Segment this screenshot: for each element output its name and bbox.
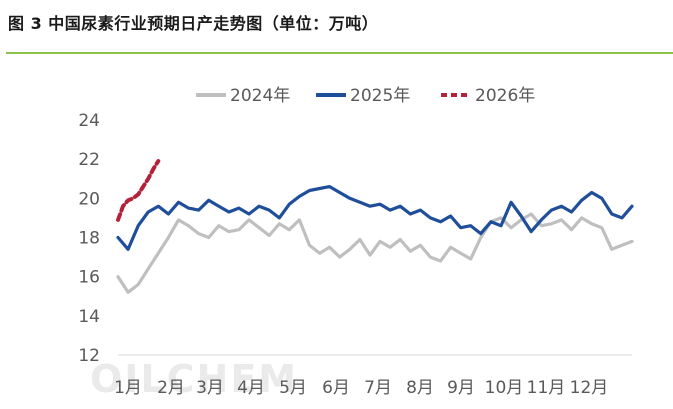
x-tick-label: 5月	[279, 378, 307, 398]
series-lines	[116, 159, 634, 294]
legend-label: 2025年	[350, 86, 410, 106]
y-tick-label: 18	[78, 229, 100, 249]
x-axis-ticks: 1月 2月 3月 4月 5月 6月 7月 8月 9月 10月 11月 12月	[114, 378, 608, 398]
title-divider	[6, 52, 673, 54]
x-tick-label: 4月	[237, 378, 265, 398]
watermark-logo: OILCHEM	[90, 357, 298, 401]
x-tick-label: 3月	[196, 378, 224, 398]
y-tick-label: 14	[78, 307, 100, 327]
y-tick-label: 20	[78, 189, 100, 209]
x-tick-label: 1月	[114, 378, 142, 398]
series-line-2026年	[116, 159, 161, 222]
series-line-2024年	[116, 212, 634, 294]
x-tick-label: 10月	[485, 378, 524, 398]
x-tick-label: 8月	[406, 378, 434, 398]
y-tick-label: 12	[78, 346, 100, 366]
y-tick-label: 24	[78, 111, 100, 131]
y-axis-ticks: 24 22 20 18 16 14 12	[78, 111, 100, 366]
x-tick-label: 2月	[157, 378, 185, 398]
x-tick-label: 11月	[527, 378, 566, 398]
y-tick-label: 22	[78, 150, 100, 170]
x-tick-label: 12月	[570, 378, 609, 398]
y-tick-label: 16	[78, 268, 100, 288]
legend-label: 2024年	[230, 86, 290, 106]
x-tick-label: 9月	[447, 378, 475, 398]
x-tick-label: 6月	[322, 378, 350, 398]
legend-label: 2026年	[475, 86, 535, 106]
x-tick-label: 7月	[364, 378, 392, 398]
legend: 2024年 2025年 2026年	[196, 86, 535, 106]
series-line-2025年	[116, 185, 634, 251]
chart-title: 图 3 中国尿素行业预期日产走势图（单位：万吨）	[8, 14, 379, 33]
